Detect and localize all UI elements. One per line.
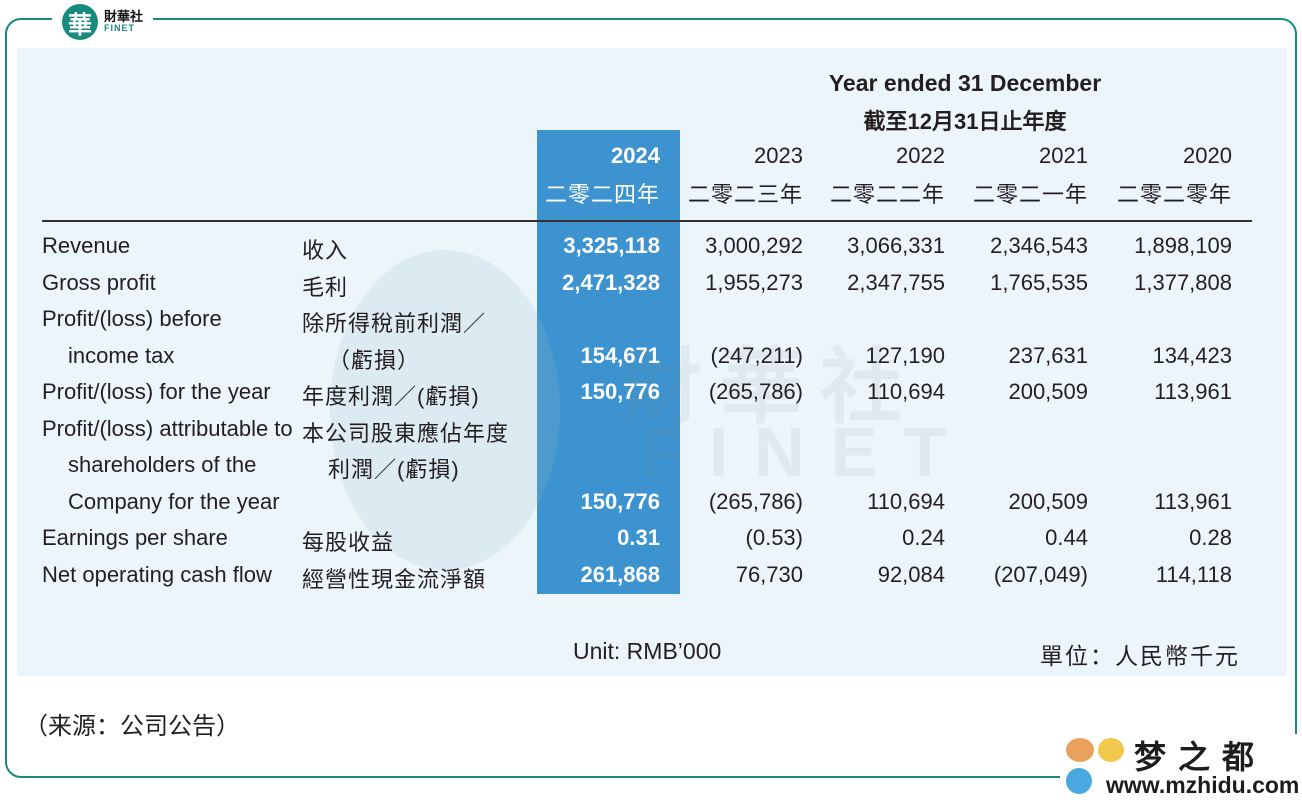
row-label-cn: 利潤／(虧損) (328, 457, 460, 482)
unit-label-en: Unit: RMB’000 (573, 638, 722, 664)
brand-name-cn: 梦之都 (1134, 739, 1267, 775)
column-header-year: 2020 (1183, 143, 1232, 168)
row-label-cn: 收入 (302, 238, 349, 263)
table-cell-value: 3,066,331 (847, 233, 945, 258)
watermark-cn: 財華社 (620, 342, 921, 433)
source-note: （来源：公司公告） (24, 712, 240, 740)
table-cell-value: 113,961 (1154, 488, 1232, 514)
table-cell-value: 2,471,328 (562, 269, 660, 295)
table-cell-value: 0.44 (1045, 525, 1088, 550)
finet-logo-mark-icon: 華 (62, 4, 98, 40)
logo-name-cn: 財華社 (104, 9, 144, 25)
table-title-cn: 截至12月31日止年度 (863, 109, 1067, 134)
table-cell-value: 3,000,292 (705, 233, 803, 258)
table-cell-value: 0.24 (902, 525, 945, 550)
mzhidu-brand: 梦之都 www.mzhidu.com (1060, 734, 1300, 802)
table-cell-value: 200,509 (1008, 379, 1088, 404)
column-header-year-cn: 二零二一年 (972, 182, 1088, 207)
row-label-cn: 每股收益 (302, 530, 395, 555)
column-header-year: 2021 (1039, 143, 1088, 168)
highlight-column-2024 (537, 130, 680, 594)
table-cell-value: (207,049) (993, 561, 1088, 587)
row-label-en: Revenue (42, 233, 131, 258)
row-label-en: Profit/(loss) attributable to (42, 415, 293, 441)
table-cell-value: 3,325,118 (563, 233, 660, 258)
row-label-en: income tax (68, 342, 175, 368)
column-header-year: 2023 (754, 143, 803, 168)
row-label-en: shareholders of the (68, 452, 257, 477)
header-rule (42, 220, 1252, 222)
table-cell-value: 150,776 (580, 379, 660, 404)
table-cell-value: (265,786) (708, 379, 803, 404)
table-title-en: Year ended 31 December (828, 70, 1102, 96)
finet-logo: 華 財華社 FINET (52, 0, 154, 44)
row-label-cn: 經營性現金流淨額 (302, 566, 487, 592)
table-cell-value: 1,955,273 (705, 269, 803, 295)
table-cell-value: 2,347,755 (847, 269, 945, 295)
table-cell-value: 150,776 (580, 488, 660, 514)
row-label-cn: 毛利 (302, 274, 349, 300)
table-cell-value: 2,346,543 (990, 233, 1088, 258)
column-header-year-cn: 二零二二年 (829, 182, 945, 207)
column-header-year-cn: 二零二三年 (687, 182, 803, 207)
logo-name-en: FINET (104, 23, 135, 34)
table-cell-value: 1,898,109 (1134, 233, 1232, 258)
brand-url: www.mzhidu.com (1106, 772, 1300, 798)
row-label-en: Net operating cash flow (42, 561, 272, 587)
table-cell-value: (247,211) (710, 342, 803, 368)
chat-face-icon (1066, 738, 1094, 762)
row-label-cn: （虧損） (328, 347, 421, 373)
watermark-en: FINET (640, 413, 973, 491)
watermark-emblem-icon (330, 250, 560, 570)
table-cell-value: 0.31 (617, 525, 660, 550)
row-label-en: Company for the year (68, 488, 280, 514)
table-cell-value: 1,765,535 (990, 269, 1088, 295)
table-cell-value: 200,509 (1008, 488, 1088, 514)
row-label-en: Profit/(loss) for the year (42, 379, 271, 404)
table-cell-value: 154,671 (580, 342, 660, 368)
unit-label-cn: 單位：人民幣千元 (1040, 643, 1240, 669)
table-cell-value: 114,118 (1155, 561, 1232, 587)
row-label-en: Gross profit (42, 269, 156, 295)
chat-face-icon (1066, 768, 1092, 794)
row-label-cn: 年度利潤／(虧損) (302, 384, 480, 409)
table-cell-value: 1,377,808 (1134, 269, 1232, 295)
table-cell-value: 261,868 (580, 561, 660, 587)
table-cell-value: (0.53) (745, 525, 803, 550)
column-header-year: 2024 (611, 143, 660, 168)
column-header-year-cn: 二零二零年 (1116, 182, 1232, 207)
row-label-cn: 除所得稅前利潤／ (302, 311, 487, 336)
table-cell-value: 0.28 (1189, 525, 1232, 550)
chat-face-icon (1098, 738, 1124, 762)
table-cell-value: 113,961 (1154, 379, 1232, 404)
table-cell-value: 110,694 (867, 488, 945, 514)
outer-frame (5, 18, 1297, 778)
table-cell-value: 237,631 (1008, 342, 1088, 368)
row-label-cn: 本公司股東應佔年度 (302, 420, 510, 446)
table-cell-value: 92,084 (877, 561, 945, 587)
table-cell-value: 127,190 (865, 342, 945, 368)
table-cell-value: (265,786) (708, 488, 803, 514)
column-header-year: 2022 (896, 143, 945, 168)
row-label-en: Profit/(loss) before (42, 306, 222, 331)
row-label-en: Earnings per share (42, 525, 228, 550)
column-header-year-cn: 二零二四年 (544, 182, 660, 207)
table-cell-value: 134,423 (1152, 342, 1232, 368)
table-cell-value: 76,730 (735, 561, 803, 587)
table-cell-value: 110,694 (867, 379, 945, 404)
